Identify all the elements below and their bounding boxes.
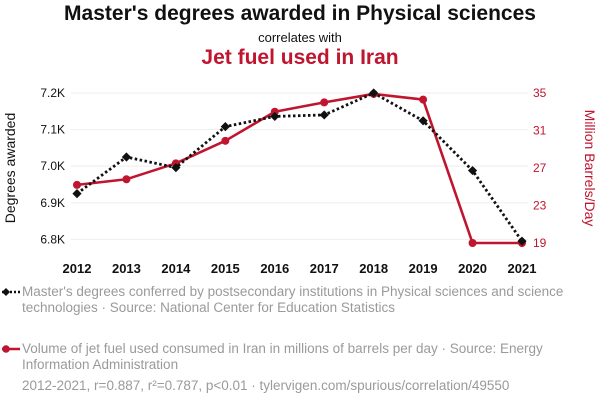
y-left-tick-label: 7.1K — [40, 123, 65, 137]
y-right-tick-label: 19 — [533, 236, 547, 250]
x-tick-label: 2013 — [112, 261, 141, 276]
y-left-tick-label: 6.9K — [40, 196, 65, 210]
series-degrees-point — [467, 165, 478, 176]
x-tick-label: 2020 — [458, 261, 487, 276]
series-jetfuel-point — [419, 95, 428, 104]
series-jetfuel-point — [270, 107, 279, 116]
x-tick-label: 2014 — [161, 261, 191, 276]
chart-title: Master's degrees awarded in Physical sci… — [64, 2, 536, 25]
series-jetfuel-line — [76, 92, 522, 245]
chart-subtitle: correlates with — [258, 30, 342, 45]
y-right-tick-label: 27 — [533, 161, 547, 175]
y-right-axis-label: Million Barrels/Day — [582, 110, 598, 227]
x-tick-label: 2021 — [508, 261, 537, 276]
y-right-tick-label: 35 — [533, 86, 547, 100]
chart-title-secondary: Jet fuel used in Iran — [201, 46, 399, 69]
y-right-tick-label: 23 — [533, 199, 547, 213]
x-tick-label: 2016 — [260, 261, 289, 276]
x-tick-label: 2017 — [310, 261, 339, 276]
series-degrees-point — [369, 88, 379, 98]
series-degrees-point — [171, 163, 181, 173]
y-left-tick-label: 7.2K — [40, 86, 65, 100]
x-tick-label: 2019 — [409, 261, 438, 276]
x-tick-label: 2015 — [211, 261, 240, 276]
y-left-axis-label: Degrees awarded — [2, 113, 18, 224]
series-degrees-point — [270, 111, 280, 122]
series-degrees-point — [220, 122, 230, 132]
series-degrees-point — [319, 110, 329, 120]
series-jetfuel-point — [122, 175, 131, 184]
series-jetfuel-point — [468, 239, 477, 247]
legend-text-jetfuel: Volume of jet fuel used consumed in Iran… — [22, 341, 543, 372]
legend-text-degrees: Master's degrees conferred by postsecond… — [22, 284, 564, 315]
x-tick-label: 2018 — [359, 261, 388, 276]
series-degrees-point — [517, 236, 527, 246]
series-jetfuel-point — [320, 98, 329, 107]
series-jetfuel-point — [221, 136, 230, 145]
legend-dotted-diamond-icon — [2, 288, 20, 296]
y-left-tick-label: 6.8K — [40, 232, 65, 246]
legend-solid-circle-icon — [2, 345, 20, 353]
series-degrees-line — [76, 91, 524, 242]
series-degrees-point — [121, 152, 132, 162]
footer-stats: 2012-2021, r=0.887, r²=0.787, p<0.01 · t… — [22, 378, 510, 393]
legend-item-degrees: Master's degrees conferred by postsecond… — [2, 284, 582, 316]
legend-item-jetfuel: Volume of jet fuel used consumed in Iran… — [2, 341, 582, 373]
y-right-tick-label: 31 — [533, 124, 547, 138]
series-degrees-point — [72, 189, 82, 199]
y-left-tick-label: 7.0K — [40, 159, 65, 173]
series-jetfuel-point — [73, 180, 81, 189]
series-degrees-point — [418, 116, 428, 126]
x-tick-label: 2012 — [63, 261, 92, 276]
